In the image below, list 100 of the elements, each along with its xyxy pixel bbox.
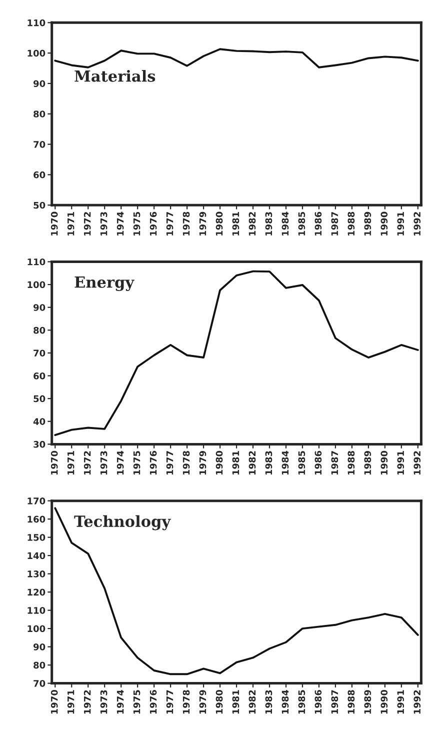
y-tick-label: 50 — [34, 202, 46, 209]
y-tick-label: 160 — [28, 516, 46, 523]
x-tick-label: 1986 — [314, 450, 322, 475]
line-series — [54, 507, 419, 676]
x-tick-label: 1979 — [199, 451, 206, 475]
x-tick-label: 1977 — [166, 451, 174, 475]
annotation: Technology — [74, 515, 171, 530]
x-tick-label: 1979 — [199, 690, 206, 714]
x-tick-label: 1988 — [348, 690, 355, 714]
x-tick-label: 1973 — [100, 451, 108, 475]
y-tick-label: 90 — [33, 80, 46, 88]
y-tick-label: 90 — [33, 304, 46, 311]
x-tick-label: 1991 — [397, 212, 404, 236]
x-tick-label: 1971 — [67, 212, 74, 236]
x-tick-label: 1980 — [216, 212, 223, 236]
annotation: Materials — [74, 70, 156, 82]
x-tick-label: 1975 — [133, 690, 140, 714]
x-tick-label: 1974 — [116, 212, 124, 236]
y-tick-label: 110 — [28, 19, 46, 26]
y-tick-label: 60 — [34, 372, 46, 380]
x-tick-label: 1985 — [298, 451, 306, 475]
x-tick-label: 1970 — [50, 690, 58, 714]
x-tick-label: 1992 — [414, 212, 421, 236]
x-tick-label: 1984 — [282, 690, 289, 714]
y-tick-label: 100 — [28, 50, 46, 57]
x-tick-label: 1977 — [166, 690, 174, 714]
x-tick-label: 1972 — [84, 451, 91, 475]
x-tick-label: 1992 — [414, 690, 421, 714]
x-tick-label: 1981 — [232, 212, 240, 236]
y-tick-label: 70 — [34, 680, 46, 687]
x-tick-label: 1984 — [282, 450, 289, 475]
x-tick-label: 1972 — [84, 690, 91, 714]
x-tick-label: 1977 — [166, 212, 174, 236]
y-tick-label: 80 — [34, 662, 46, 669]
line-series — [54, 48, 419, 68]
y-tick-label: 40 — [33, 418, 46, 425]
x-tick-label: 1987 — [331, 690, 338, 714]
y-tick-label: 110 — [28, 258, 46, 266]
x-tick-label: 1988 — [348, 451, 355, 475]
x-tick-label: 1974 — [116, 690, 124, 714]
x-tick-label: 1990 — [380, 212, 388, 236]
x-tick-label: 1991 — [397, 451, 404, 475]
y-tick-label: 30 — [34, 440, 46, 448]
y-tick-label: 70 — [34, 350, 46, 357]
x-tick-label: 1973 — [100, 690, 108, 714]
x-tick-label: 1974 — [116, 450, 124, 475]
x-tick-label: 1982 — [248, 451, 256, 475]
x-tick-label: 1989 — [364, 212, 372, 236]
y-tick-label: 100 — [28, 625, 46, 632]
x-tick-label: 1982 — [248, 212, 256, 236]
y-tick-label: 110 — [28, 607, 46, 614]
x-tick-label: 1982 — [248, 690, 256, 714]
x-tick-label: 1979 — [199, 212, 206, 236]
x-tick-label: 1973 — [100, 212, 108, 236]
y-tick-label: 150 — [28, 534, 46, 541]
x-tick-label: 1978 — [182, 212, 190, 236]
y-tick-label: 120 — [28, 588, 46, 596]
annotation: Energy — [74, 276, 134, 292]
line-series — [54, 270, 419, 436]
x-tick-label: 1981 — [232, 451, 240, 475]
x-tick-label: 1985 — [298, 690, 306, 714]
x-tick-label: 1980 — [216, 690, 223, 714]
x-tick-label: 1975 — [133, 212, 140, 236]
x-tick-label: 1983 — [265, 451, 272, 475]
x-tick-label: 1975 — [133, 451, 140, 475]
y-tick-label: 60 — [34, 171, 46, 178]
x-tick-label: 1978 — [182, 451, 190, 475]
x-tick-label: 1989 — [364, 690, 372, 714]
x-tick-label: 1986 — [314, 690, 322, 714]
x-tick-label: 1983 — [265, 690, 272, 714]
y-tick-label: 50 — [34, 395, 46, 402]
y-tick-label: 170 — [28, 498, 46, 504]
y-tick-label: 80 — [34, 110, 46, 118]
x-tick-label: 1976 — [150, 450, 157, 475]
x-tick-label: 1971 — [67, 451, 74, 475]
x-tick-label: 1990 — [380, 450, 388, 475]
x-tick-label: 1991 — [397, 690, 404, 714]
x-tick-label: 1989 — [364, 451, 372, 475]
x-tick-label: 1986 — [314, 212, 322, 236]
x-tick-label: 1981 — [232, 690, 240, 714]
x-tick-label: 1976 — [150, 690, 157, 714]
y-tick-label: 80 — [34, 326, 46, 334]
x-tick-label: 1984 — [282, 212, 289, 236]
x-tick-label: 1987 — [331, 451, 338, 475]
x-tick-label: 1970 — [50, 212, 58, 236]
x-tick-label: 1972 — [84, 212, 91, 236]
x-tick-label: 1983 — [265, 212, 272, 236]
y-tick-label: 70 — [34, 141, 46, 148]
y-tick-label: 100 — [28, 281, 46, 288]
x-tick-label: 1992 — [414, 451, 421, 475]
x-tick-label: 1980 — [216, 450, 223, 475]
y-tick-label: 130 — [28, 570, 46, 578]
y-tick-label: 90 — [33, 644, 46, 650]
y-tick-label: 140 — [28, 552, 46, 560]
x-tick-label: 1990 — [380, 690, 388, 714]
x-tick-label: 1985 — [298, 212, 306, 236]
x-tick-label: 1976 — [150, 212, 157, 236]
x-tick-label: 1978 — [182, 690, 190, 714]
x-tick-label: 1970 — [50, 450, 58, 475]
x-tick-label: 1971 — [67, 690, 74, 714]
